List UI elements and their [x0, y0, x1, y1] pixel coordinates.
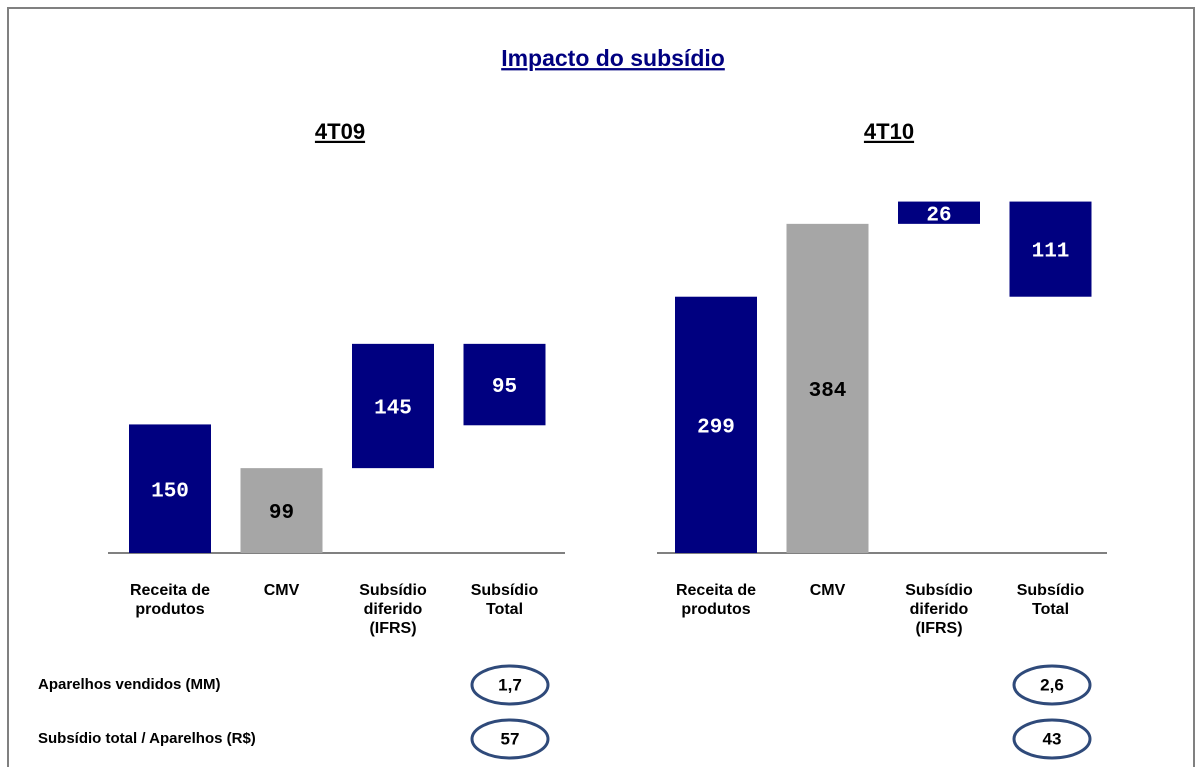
- page-title: Impacto do subsídio: [501, 45, 725, 71]
- x-tick-label: Receita de produtos: [129, 582, 211, 618]
- value-label: 299: [697, 416, 735, 439]
- x-tick-label: Subsídio Total: [470, 582, 539, 618]
- bar: [898, 201, 980, 224]
- value-label: 26: [926, 204, 951, 227]
- bar: [786, 223, 869, 553]
- frame: [7, 7, 1195, 767]
- bar: [352, 343, 434, 469]
- bar: [129, 424, 211, 553]
- row-value: 43: [1043, 729, 1062, 748]
- chart-title: 4T09: [315, 119, 365, 144]
- bar: [1009, 201, 1092, 297]
- row-label: Aparelhos vendidos (MM): [38, 676, 221, 693]
- value-circle: [470, 664, 550, 706]
- x-tick-label: Subsídio diferido (IFRS): [359, 582, 427, 637]
- x-tick-label: Subsídio Total: [1016, 582, 1085, 618]
- value-label: 99: [269, 502, 294, 525]
- value-label: 111: [1032, 241, 1070, 264]
- bar: [240, 468, 323, 553]
- value-circle: [470, 718, 550, 760]
- x-tick-label: CMV: [263, 582, 300, 599]
- row-value: 1,7: [498, 675, 522, 694]
- value-circle: [1012, 664, 1092, 706]
- bar: [675, 296, 757, 553]
- row-value: 57: [501, 729, 520, 748]
- value-label: 95: [492, 376, 517, 399]
- chart-title: 4T10: [864, 119, 914, 144]
- row-label: Subsídio total / Aparelhos (R$): [38, 730, 256, 747]
- bar: [463, 343, 546, 426]
- value-label: 145: [374, 398, 412, 421]
- value-label: 150: [151, 480, 189, 503]
- x-tick-label: CMV: [809, 582, 846, 599]
- value-label: 384: [809, 380, 847, 403]
- value-circle: [1012, 718, 1092, 760]
- row-value: 2,6: [1040, 675, 1064, 694]
- x-tick-label: Receita de produtos: [675, 582, 757, 618]
- x-tick-label: Subsídio diferido (IFRS): [905, 582, 973, 637]
